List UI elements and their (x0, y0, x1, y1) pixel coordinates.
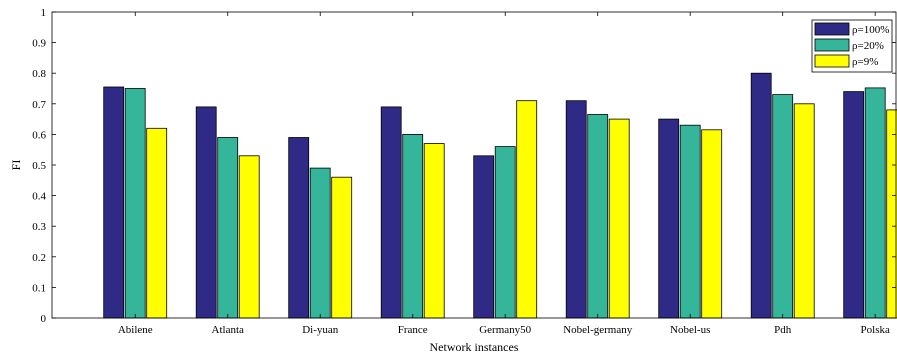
bar-1-di-yuan (288, 137, 310, 319)
bar-1-germany50 (473, 155, 495, 319)
bar-1-atlanta (195, 106, 217, 319)
legend: ρ=100% ρ=20% ρ=9% (811, 19, 893, 73)
y-tick-label: 0 (41, 313, 47, 325)
y-tick-label: 1 (41, 7, 47, 19)
y-tick-label: 0.3 (32, 221, 46, 233)
bar-1-abilene (103, 86, 125, 319)
y-tick-label: 0.1 (32, 282, 46, 294)
bar-1-france (380, 106, 402, 319)
y-tick-label: 0.7 (32, 99, 46, 111)
bar-3-polska (886, 109, 897, 319)
y-tick-label: 0.6 (32, 129, 46, 141)
bar-2-abilene (124, 88, 146, 319)
ticks-layer: Abilene Atlanta Di-yuan France Germany50 Nobe… (32, 7, 896, 336)
y-tick-label: 0.8 (32, 68, 46, 80)
legend-swatch (814, 22, 850, 36)
bar-1-polska (843, 91, 865, 319)
x-tick-label: Polska (861, 324, 890, 336)
bar-3-nobel-us (701, 129, 723, 319)
bar-2-nobel-germany (587, 114, 609, 319)
bar-3-pdh (793, 103, 815, 319)
bar-2-pdh (772, 94, 794, 319)
bar-3-france (423, 143, 445, 319)
bar-3-abilene (146, 127, 168, 319)
legend-swatch (814, 54, 850, 68)
x-tick-label: Atlanta (212, 324, 244, 336)
bar-1-pdh (750, 72, 772, 319)
x-tick-label: Nobel-us (670, 324, 710, 336)
bar-3-nobel-germany (608, 118, 630, 319)
y-tick-label: 0.5 (32, 160, 46, 172)
x-tick-label: France (398, 324, 428, 336)
y-tick-label: 0.2 (32, 252, 46, 264)
bar-2-di-yuan (309, 167, 331, 319)
bar-1-nobel-germany (565, 100, 587, 319)
bar-2-atlanta (217, 137, 239, 319)
y-tick-label: 0.9 (32, 38, 46, 50)
bar-2-polska (864, 87, 886, 319)
bars-layer (103, 72, 897, 319)
bar-3-atlanta (238, 155, 260, 319)
bar-2-nobel-us (679, 124, 701, 319)
legend-entry-label: ρ=100% (852, 24, 889, 36)
y-axis-title: FI (9, 160, 23, 171)
x-tick-label: Germany50 (479, 324, 531, 336)
y-tick-label: 0.4 (32, 191, 46, 203)
x-tick-label: Pdh (774, 324, 792, 336)
legend-swatch (814, 38, 850, 52)
x-tick-label: Di-yuan (302, 324, 339, 336)
x-axis-title: Network instances (430, 340, 519, 354)
x-tick-label: Abilene (118, 324, 153, 336)
bar-2-germany50 (494, 146, 516, 319)
x-tick-label: Nobel-germany (563, 324, 633, 336)
bar-3-germany50 (516, 100, 538, 319)
legend-entry-label: ρ=9% (852, 56, 878, 68)
bar-2-france (402, 133, 424, 319)
bar-1-nobel-us (658, 118, 680, 319)
bar-3-di-yuan (331, 176, 353, 319)
legend-entry-label: ρ=20% (852, 40, 884, 52)
